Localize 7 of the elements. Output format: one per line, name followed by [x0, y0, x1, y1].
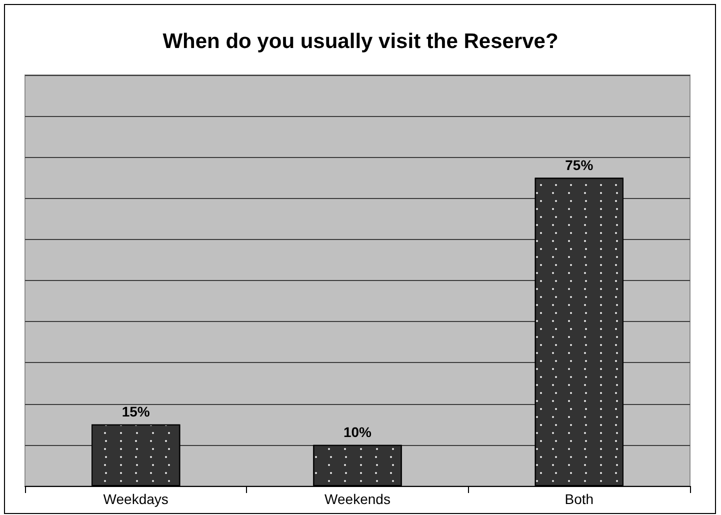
x-tick-label: Weekdays: [103, 491, 168, 507]
x-tick-label: Both: [564, 491, 594, 507]
data-label: 15%: [122, 403, 150, 420]
chart-title: When do you usually visit the Reserve?: [162, 30, 558, 53]
data-label: 10%: [343, 424, 372, 440]
x-tick-label: Weekends: [324, 491, 390, 507]
data-label: 75%: [565, 156, 594, 173]
